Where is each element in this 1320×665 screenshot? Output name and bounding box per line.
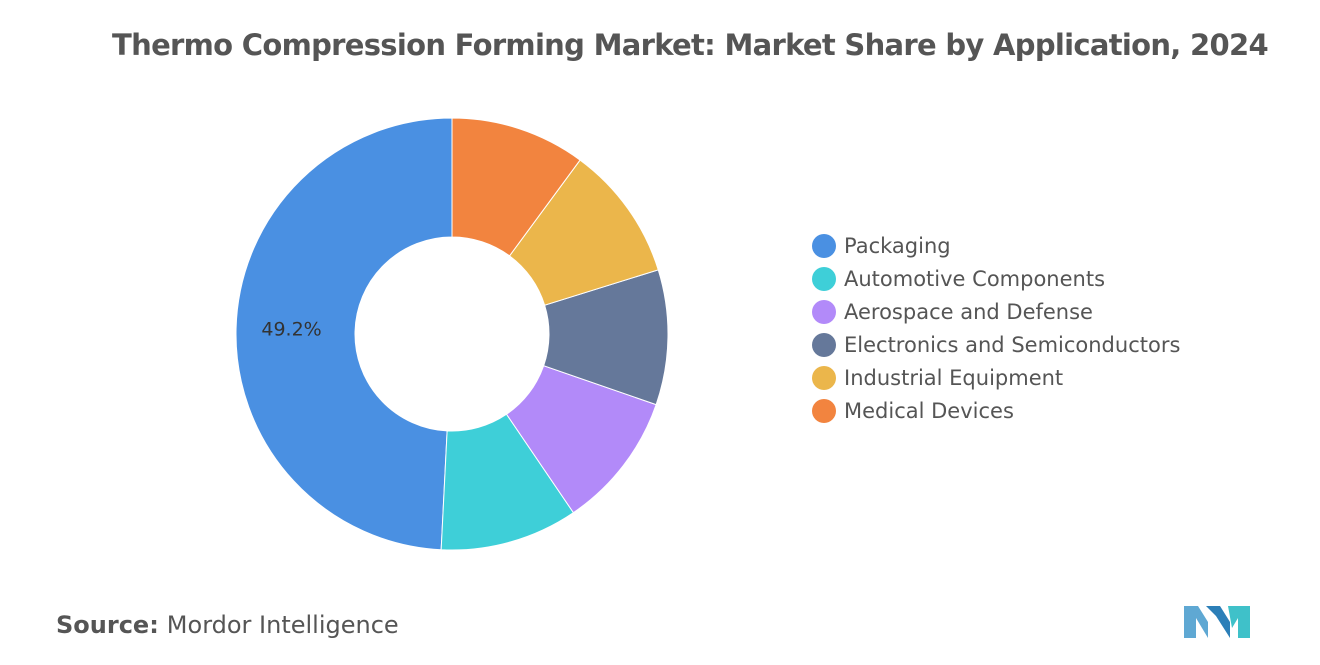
legend-label: Industrial Equipment xyxy=(844,365,1064,390)
legend-item-automotive-components: Automotive Components xyxy=(812,262,1180,295)
legend-swatch-icon xyxy=(812,332,836,357)
source-value: Mordor Intelligence xyxy=(166,611,399,639)
legend-label: Packaging xyxy=(844,233,951,258)
legend-swatch-icon xyxy=(812,299,836,324)
legend-swatch-icon xyxy=(812,365,836,390)
chart-legend: Packaging Automotive Components Aerospace … xyxy=(812,229,1180,427)
legend-item-electronics-and-semiconductors: Electronics and Semiconductors xyxy=(812,328,1180,361)
legend-label: Aerospace and Defense xyxy=(844,299,1093,324)
logo-shape-left xyxy=(1184,606,1208,638)
legend-label: Medical Devices xyxy=(844,398,1014,423)
legend-swatch-icon xyxy=(812,398,836,423)
logo-shape-middle xyxy=(1206,606,1230,638)
legend-label: Automotive Components xyxy=(844,266,1106,291)
legend-item-medical-devices: Medical Devices xyxy=(812,394,1180,427)
source-line: Source: Mordor Intelligence xyxy=(56,611,399,639)
mordor-intelligence-logo xyxy=(1184,606,1250,638)
data-label-packaging: 49.2% xyxy=(261,318,321,340)
slice-medical-devices xyxy=(451,117,581,257)
legend-item-industrial-equipment: Industrial Equipment xyxy=(812,361,1180,394)
slice-packaging xyxy=(235,117,453,551)
legend-swatch-icon xyxy=(812,233,836,258)
legend-label: Electronics and Semiconductors xyxy=(844,332,1181,357)
chart-title: Thermo Compression Forming Market: Marke… xyxy=(112,28,1269,62)
source-label: Source: xyxy=(56,611,159,639)
logo-shape-right xyxy=(1228,606,1250,638)
legend-item-packaging: Packaging xyxy=(812,229,1180,262)
legend-swatch-icon xyxy=(812,266,836,291)
legend-item-aerospace-and-defense: Aerospace and Defense xyxy=(812,295,1180,328)
